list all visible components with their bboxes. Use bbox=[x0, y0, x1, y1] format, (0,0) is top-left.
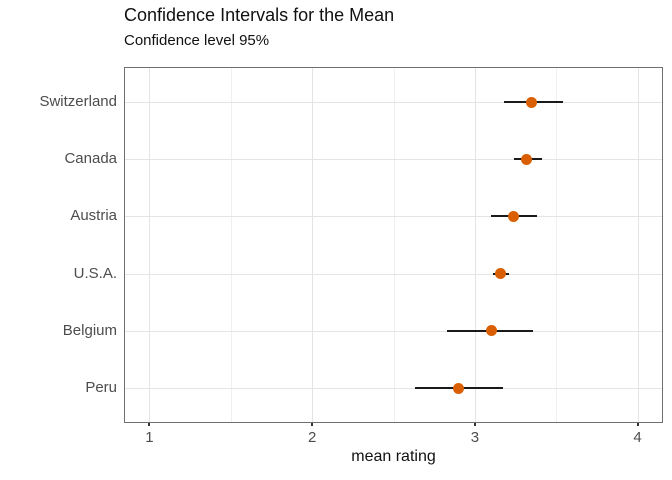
y-axis-label: Canada bbox=[64, 150, 117, 168]
gridline-major bbox=[474, 68, 476, 422]
gridline-minor bbox=[230, 68, 232, 422]
x-tick-label: 3 bbox=[470, 429, 480, 446]
chart-subtitle: Confidence level 95% bbox=[124, 32, 270, 49]
mean-point bbox=[453, 382, 465, 394]
gridline-minor bbox=[393, 68, 395, 422]
y-axis-label: Belgium bbox=[62, 321, 117, 339]
mean-point bbox=[521, 153, 533, 165]
mean-point bbox=[526, 96, 538, 108]
x-axis-title: mean rating bbox=[351, 448, 436, 465]
y-axis-label: Peru bbox=[85, 379, 117, 396]
gridline-row bbox=[125, 216, 662, 218]
gridline-major bbox=[312, 68, 314, 422]
y-axis-label: Switzerland bbox=[39, 93, 117, 110]
y-axis-label: Austria bbox=[70, 207, 117, 225]
gridline-row bbox=[125, 159, 662, 161]
gridline-row bbox=[125, 330, 662, 332]
x-tick-mark bbox=[473, 423, 476, 426]
gridline-major bbox=[637, 68, 639, 422]
x-tick-mark bbox=[148, 423, 151, 426]
mean-point bbox=[508, 210, 520, 222]
gridline-major bbox=[149, 68, 151, 422]
gridline-minor bbox=[556, 68, 558, 422]
x-tick-label: 2 bbox=[307, 429, 317, 446]
x-tick-label: 4 bbox=[633, 429, 642, 446]
mean-point bbox=[485, 325, 497, 337]
x-tick-mark bbox=[636, 423, 639, 426]
chart-title: Confidence Intervals for the Mean bbox=[124, 5, 395, 25]
plot-panel bbox=[124, 67, 663, 423]
x-tick-mark bbox=[311, 423, 314, 426]
y-axis-label: U.S.A. bbox=[73, 264, 117, 282]
gridline-row bbox=[125, 102, 662, 103]
gridline-row bbox=[125, 388, 662, 389]
x-tick-label: 1 bbox=[145, 429, 154, 446]
y-axis: Switzerland Canada Austria U.S.A. Belgium Per… bbox=[5, 67, 117, 423]
gridline-row bbox=[125, 273, 662, 275]
mean-point bbox=[495, 268, 507, 280]
